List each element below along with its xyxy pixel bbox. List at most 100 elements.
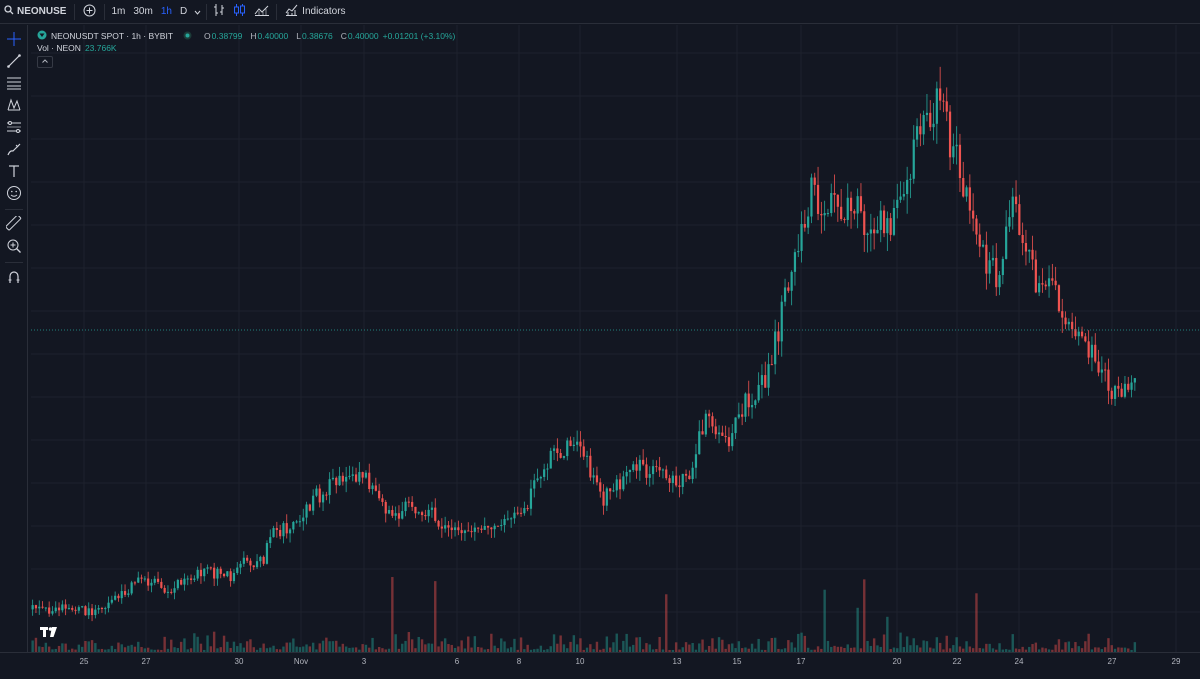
volume-bar (912, 638, 915, 652)
tradingview-logo-icon (40, 627, 57, 637)
candle-body (942, 100, 945, 102)
candle-body (110, 599, 113, 603)
volume-bar (278, 649, 282, 652)
crosshair-tool-button[interactable] (0, 29, 28, 51)
area-style-button[interactable] (250, 0, 274, 24)
volume-bar (328, 641, 331, 652)
text-tool-button[interactable] (0, 161, 28, 183)
volume-bar (100, 648, 104, 652)
volume-bar (971, 648, 975, 652)
candle-body (354, 474, 358, 482)
candle-body (668, 478, 671, 483)
candle-body (978, 234, 981, 247)
volume-bar (836, 646, 840, 652)
candle-body (807, 216, 810, 228)
pattern-tool-button[interactable] (0, 95, 28, 117)
candle-body (97, 608, 100, 610)
volume-bar (932, 648, 935, 652)
indicators-button[interactable]: Indicators (279, 0, 351, 24)
volume-bar (671, 649, 675, 652)
crosshair-icon (6, 31, 22, 50)
candle-body (615, 479, 618, 491)
candle-body (780, 301, 783, 342)
candle-body (374, 485, 377, 491)
brush-tool-button[interactable] (0, 139, 28, 161)
prediction-tool-button[interactable] (0, 117, 28, 139)
volume-bar (272, 645, 275, 652)
volume-bar (995, 649, 998, 652)
candle-body (902, 194, 905, 197)
interval-30m-button[interactable]: 30m (133, 6, 153, 17)
volume-bar (721, 639, 724, 652)
trend-line-tool-button[interactable] (0, 51, 28, 73)
zoom-in-tool-button[interactable] (0, 236, 28, 258)
candle-body (1054, 280, 1057, 286)
volume-bar (1014, 648, 1018, 652)
bars-style-button[interactable] (209, 0, 229, 24)
divider (206, 3, 208, 20)
volume-bar (823, 589, 826, 652)
symbol-search-button[interactable]: NEONUSE (0, 0, 72, 24)
candle-body (226, 571, 229, 577)
interval-dropdown-button[interactable] (191, 0, 204, 24)
ruler-tool-button[interactable] (0, 214, 28, 236)
tradingview-logo[interactable] (38, 622, 62, 642)
time-axis-label: Nov (293, 657, 309, 666)
candle-body (368, 472, 371, 490)
volume-bar (780, 649, 783, 652)
legend-title: NEONUSDT SPOT · 1h · BYBIT (51, 31, 174, 41)
volume-bar (1123, 647, 1127, 652)
candle-body (473, 527, 476, 532)
candle-body (117, 595, 120, 599)
emoji-tool-button[interactable] (0, 183, 28, 205)
volume-bar (358, 649, 361, 652)
volume-bar (790, 642, 793, 652)
volume-bar (955, 637, 958, 652)
volume-bar (206, 635, 209, 652)
candle-body (123, 591, 127, 595)
magnet-tool-button[interactable] (0, 267, 28, 289)
fib-retracement-tool-button[interactable] (0, 73, 28, 95)
interval-1m-button[interactable]: 1m (111, 6, 126, 17)
legend-collapse-button[interactable] (37, 56, 53, 68)
price-chart[interactable] (31, 25, 1200, 652)
volume-bar (665, 594, 668, 652)
volume-bar (1127, 648, 1130, 652)
volume-bar (391, 577, 394, 652)
candle-body (1087, 341, 1090, 358)
volume-bar (678, 649, 681, 652)
candle-body (1084, 336, 1087, 342)
candles-style-button[interactable] (229, 0, 250, 24)
candle-body (440, 526, 443, 529)
candle-body (381, 498, 384, 502)
interval-d-button[interactable]: D (179, 6, 188, 17)
candle-body (873, 229, 876, 234)
candle-body (869, 229, 872, 234)
candle-body (239, 563, 242, 568)
volume-bar (826, 640, 830, 652)
volume-bar (275, 649, 279, 652)
candle-body (364, 472, 368, 478)
volume-bar (196, 636, 199, 652)
candle-body (371, 485, 374, 490)
candle-body (321, 494, 325, 503)
volume-bar (450, 644, 453, 652)
volume-bar (87, 641, 90, 652)
volume-bar (417, 636, 420, 652)
candle-body (318, 488, 321, 503)
candle-body (925, 112, 929, 116)
candle-body (562, 456, 566, 458)
volume-bar (374, 649, 378, 652)
candle-body (536, 478, 539, 481)
add-symbol-button[interactable] (77, 0, 102, 24)
volume-bar (219, 647, 222, 652)
volume-bars (31, 577, 1137, 652)
time-axis[interactable]: 25 27 30 Nov 3 6 8 10 13 15 17 20 22 24 27 29 (0, 652, 1200, 679)
candle-body (833, 193, 836, 195)
volume-bar (797, 633, 800, 652)
interval-1h-button[interactable]: 1h (160, 6, 172, 17)
candle-body (345, 476, 348, 482)
volume-bar (285, 642, 288, 652)
volume-bar (615, 633, 618, 652)
volume-bar (434, 581, 437, 652)
